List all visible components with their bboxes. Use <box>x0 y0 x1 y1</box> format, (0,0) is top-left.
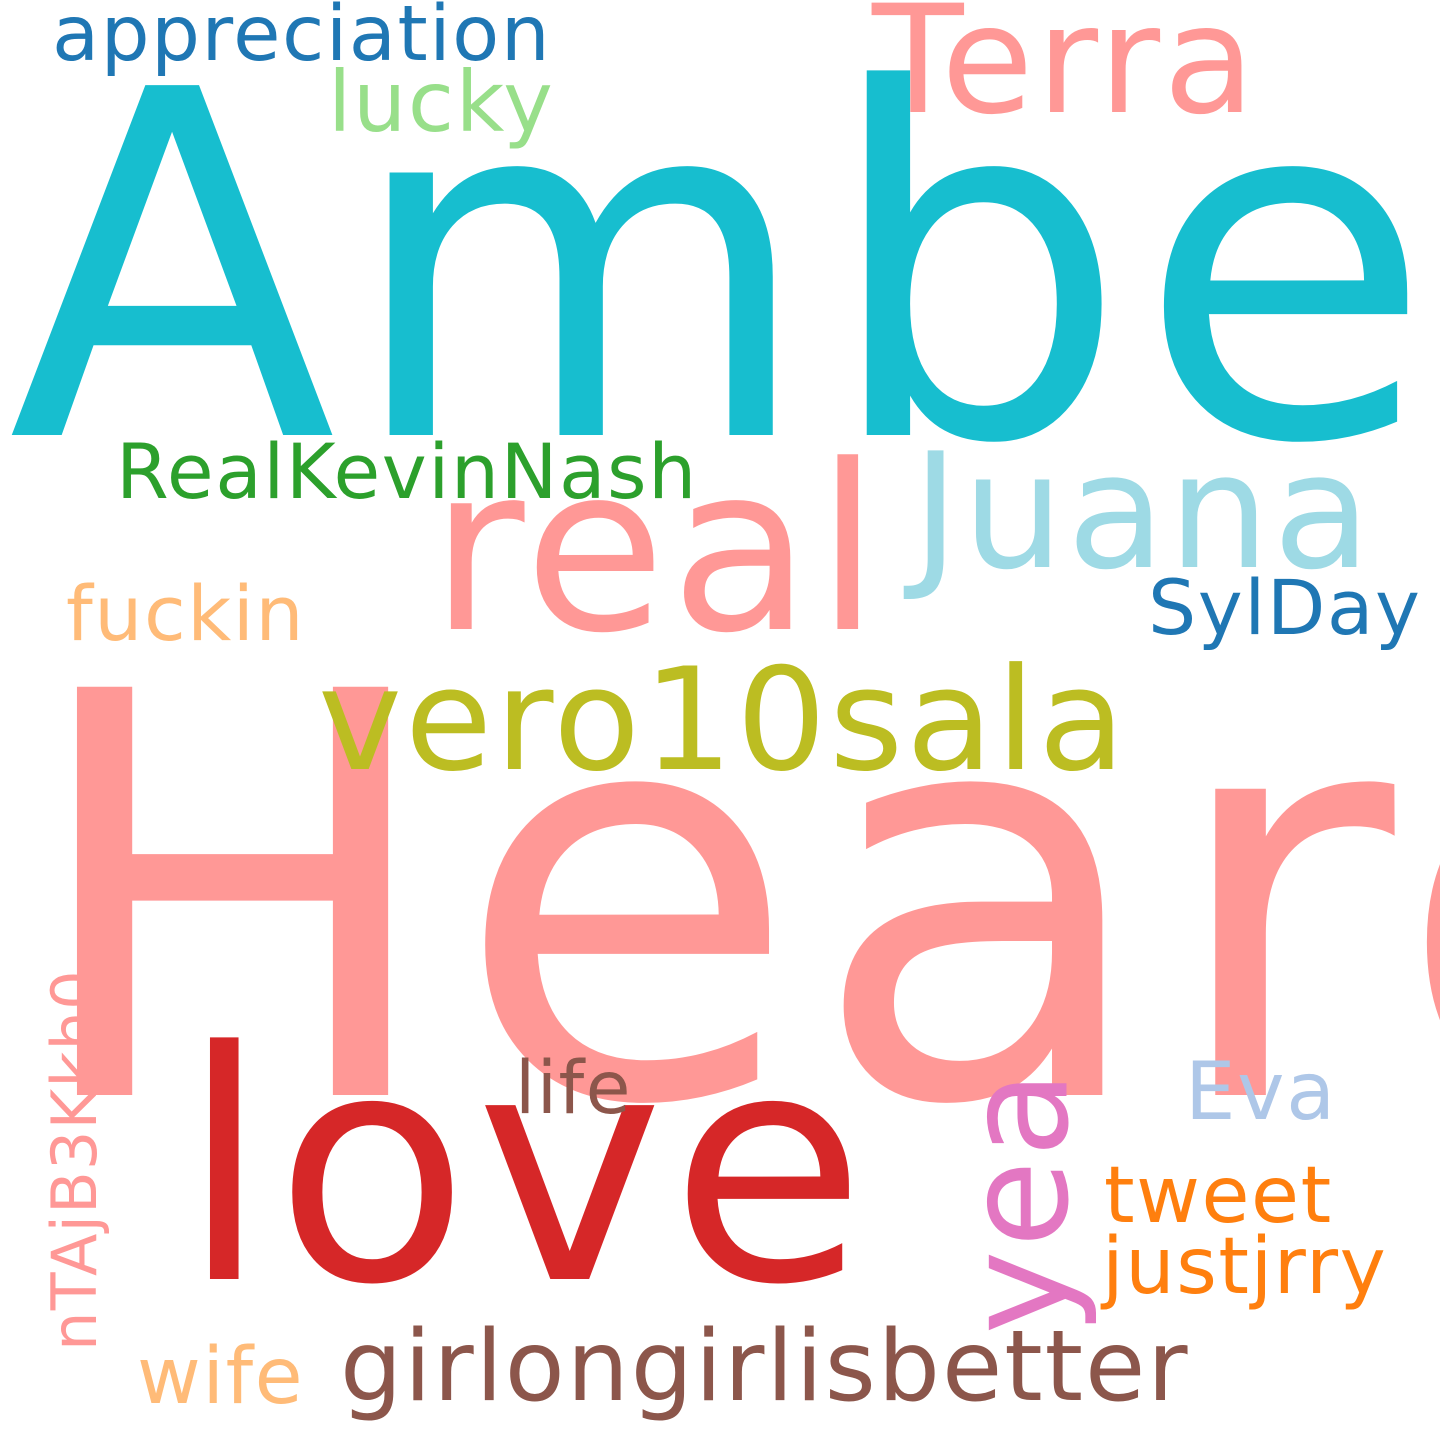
word-eva: Eva <box>1185 1045 1337 1138</box>
word-fuckin: fuckin <box>66 569 306 658</box>
word-real: real <box>430 417 885 684</box>
word-life: life <box>515 1046 633 1131</box>
word-tweet: tweet <box>1104 1151 1333 1241</box>
word-terra: Terra <box>872 0 1259 148</box>
word-girlongirlisbetter: girlongirlisbetter <box>340 1310 1190 1424</box>
word-sylday: SylDay <box>1148 563 1422 652</box>
word-realkevinnash: RealKevinNash <box>116 427 698 516</box>
word-justjrry: justjrry <box>1102 1222 1388 1312</box>
word-heard: Heard <box>22 576 1440 1228</box>
word-wife: wife <box>137 1332 305 1422</box>
word-vero10sala: vero10sala <box>318 638 1129 803</box>
word-ntajb3kkh0: nTAjB3Kkh0 <box>37 969 111 1351</box>
word-appreciation: appreciation <box>52 0 552 79</box>
word-yea: yea <box>935 1067 1101 1335</box>
word-amber: Amber <box>8 0 1440 549</box>
word-juana: Juana <box>912 418 1375 605</box>
word-lucky: lucky <box>328 53 555 151</box>
word-love: love <box>180 984 873 1354</box>
